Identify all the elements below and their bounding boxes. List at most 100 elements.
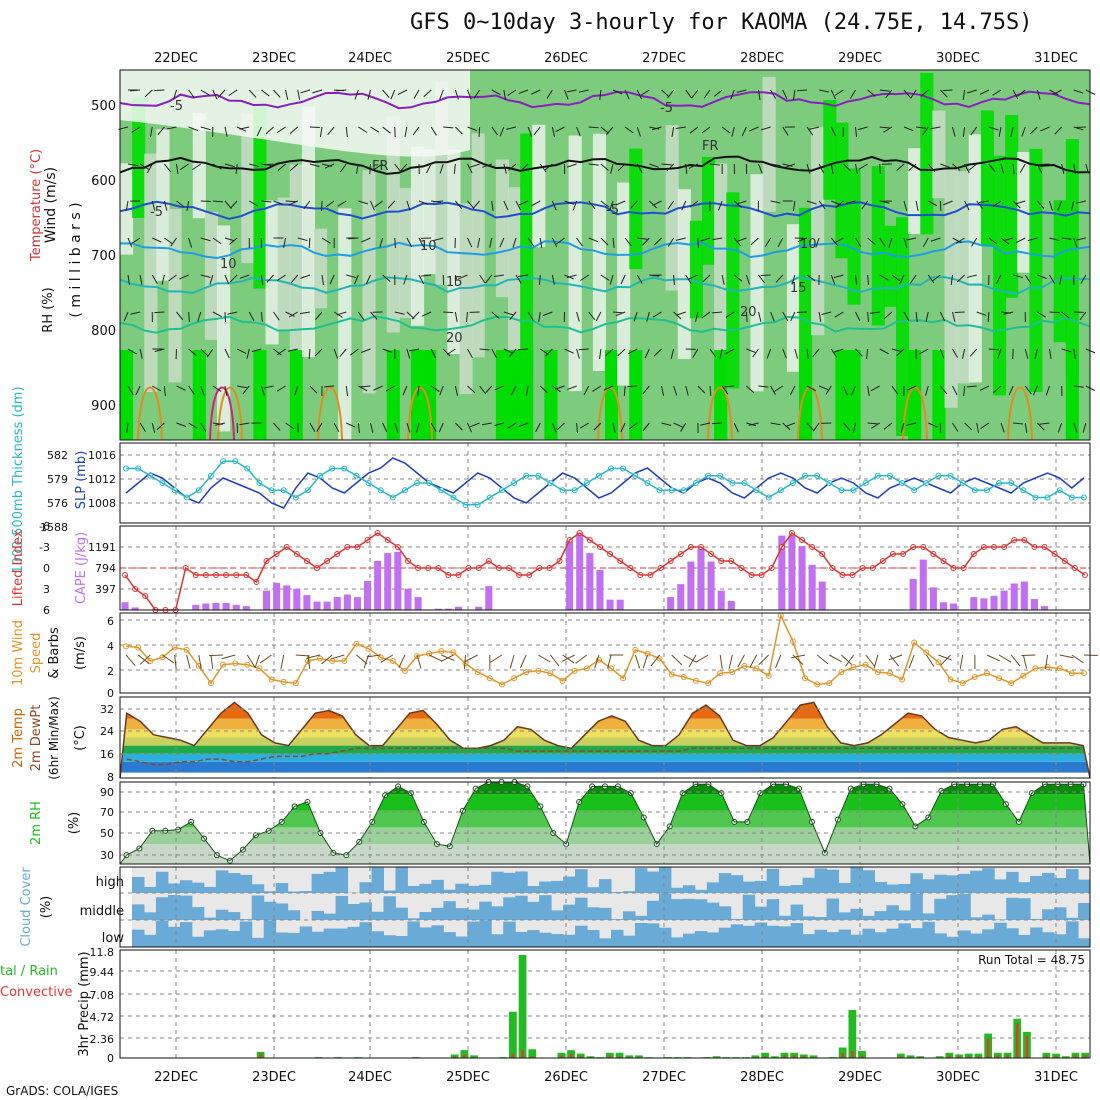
- precip-total-bar: [508, 1011, 517, 1058]
- wind-barb: [454, 385, 458, 396]
- precip-tick: 9.44: [90, 966, 115, 979]
- wind-barb: [127, 348, 137, 355]
- precip-total-bar: [518, 955, 527, 1058]
- rh-shade-low: [835, 350, 849, 440]
- rh-band: [120, 810, 1090, 828]
- precip-conv-bar: [1054, 1056, 1058, 1058]
- wind-barb: [1000, 163, 1005, 174]
- wind-barb: [538, 274, 541, 286]
- wind-barb: [758, 385, 769, 388]
- precip-total-bar: [528, 1049, 537, 1058]
- cape-bar: [1010, 583, 1018, 610]
- wind-barb: [285, 311, 295, 317]
- wind-barb: [830, 348, 838, 358]
- wind-barb: [209, 654, 224, 657]
- wind-barb: [978, 200, 989, 203]
- wind-barb: [545, 348, 553, 357]
- wind-barb: [979, 89, 990, 95]
- precip-total-bar: [470, 1055, 478, 1058]
- wind-barb: [300, 89, 311, 94]
- wind-barb: [139, 422, 146, 432]
- cape-bar: [576, 532, 584, 610]
- upper-frame: [119, 69, 1091, 441]
- wind-barb: [903, 89, 911, 99]
- rh-shade-band: [702, 156, 716, 265]
- wind-barb: [478, 126, 481, 138]
- wind-barb: [336, 311, 347, 316]
- wind-barb: [210, 654, 214, 669]
- cloud-bar: [239, 919, 253, 920]
- minmax-label: (6hr Min/Max): [47, 696, 61, 780]
- wind-barb: [443, 311, 454, 314]
- wind-barb: [539, 385, 548, 394]
- wind-barb: [127, 163, 138, 167]
- cloud-bar: [299, 926, 313, 947]
- wind-barb: [971, 237, 978, 247]
- cloud-bar: [599, 938, 612, 947]
- date-label-top: 26DEC: [544, 51, 588, 66]
- wind-barb: [1012, 163, 1015, 175]
- wind-barb: [360, 385, 371, 388]
- wind-barb: [539, 348, 549, 355]
- wind-barb: [327, 126, 335, 135]
- contour-15: [119, 275, 1091, 295]
- cloud-bar: [155, 920, 169, 947]
- wind-barb: [845, 654, 854, 667]
- temp-label: 2m Temp: [11, 708, 26, 768]
- cloud-bar: [1042, 872, 1055, 893]
- wind-barb: [899, 274, 905, 285]
- cloud-bar: [335, 867, 349, 893]
- wind-barb: [556, 422, 565, 431]
- wind-barb: [239, 422, 250, 426]
- wind-barb: [998, 126, 1002, 137]
- wind-barb: [163, 163, 172, 173]
- precip-conv-bar: [531, 1056, 534, 1058]
- wind-barb: [494, 385, 505, 391]
- cloud-bar: [646, 900, 660, 920]
- rh-shade-low: [495, 350, 509, 440]
- cape-bar: [586, 553, 594, 610]
- wind-barb: [671, 126, 675, 137]
- wind-barb: [719, 348, 723, 359]
- cloud-bar: [515, 895, 528, 920]
- wind-barb: [499, 126, 505, 137]
- wind-barb: [578, 348, 589, 351]
- cloud-bar: [503, 921, 516, 947]
- wind-barb: [615, 200, 626, 206]
- wind-barb: [125, 654, 136, 666]
- wind-barb: [712, 311, 723, 314]
- precip-conv-bar: [463, 1054, 466, 1058]
- surface-panels: 582 579 576 1588 1016 1012 1008 1000-500mb Thic…: [0, 386, 1098, 1065]
- precip-frame: [119, 949, 1091, 1059]
- wind-barb: [491, 348, 498, 359]
- rh-shade-band: [932, 110, 946, 199]
- wind-barb: [842, 385, 848, 396]
- wind-barb: [791, 654, 806, 659]
- cape-bar: [778, 535, 786, 610]
- wind-barb: [758, 89, 761, 100]
- cape-bar: [939, 602, 948, 610]
- cloud-bar: [646, 871, 660, 893]
- wind-barb: [454, 311, 458, 322]
- cape-bar: [454, 606, 463, 610]
- precip-conv-bar: [453, 1056, 456, 1058]
- cape-bar: [384, 553, 392, 610]
- wind-barb: [855, 311, 861, 322]
- wind-barb: [479, 274, 486, 284]
- dewpoint-line: [126, 747, 1084, 766]
- wind-barb: [870, 422, 881, 429]
- cloud-bar: [251, 937, 265, 947]
- cape-bar: [273, 582, 281, 610]
- wind-barb: [952, 163, 961, 171]
- wind-barb: [774, 385, 784, 392]
- wind-barb: [507, 163, 517, 171]
- wind-barb: [412, 126, 420, 136]
- thickness-tick: 579: [47, 473, 68, 486]
- cape-bar: [313, 601, 321, 610]
- precip-conv-bar: [1025, 1036, 1029, 1058]
- cloud-bar: [874, 911, 887, 920]
- wind-barb: [578, 89, 589, 93]
- wind-barb: [855, 126, 858, 137]
- mb-tick-label: 700: [91, 249, 116, 264]
- cloud-bar: [742, 894, 756, 920]
